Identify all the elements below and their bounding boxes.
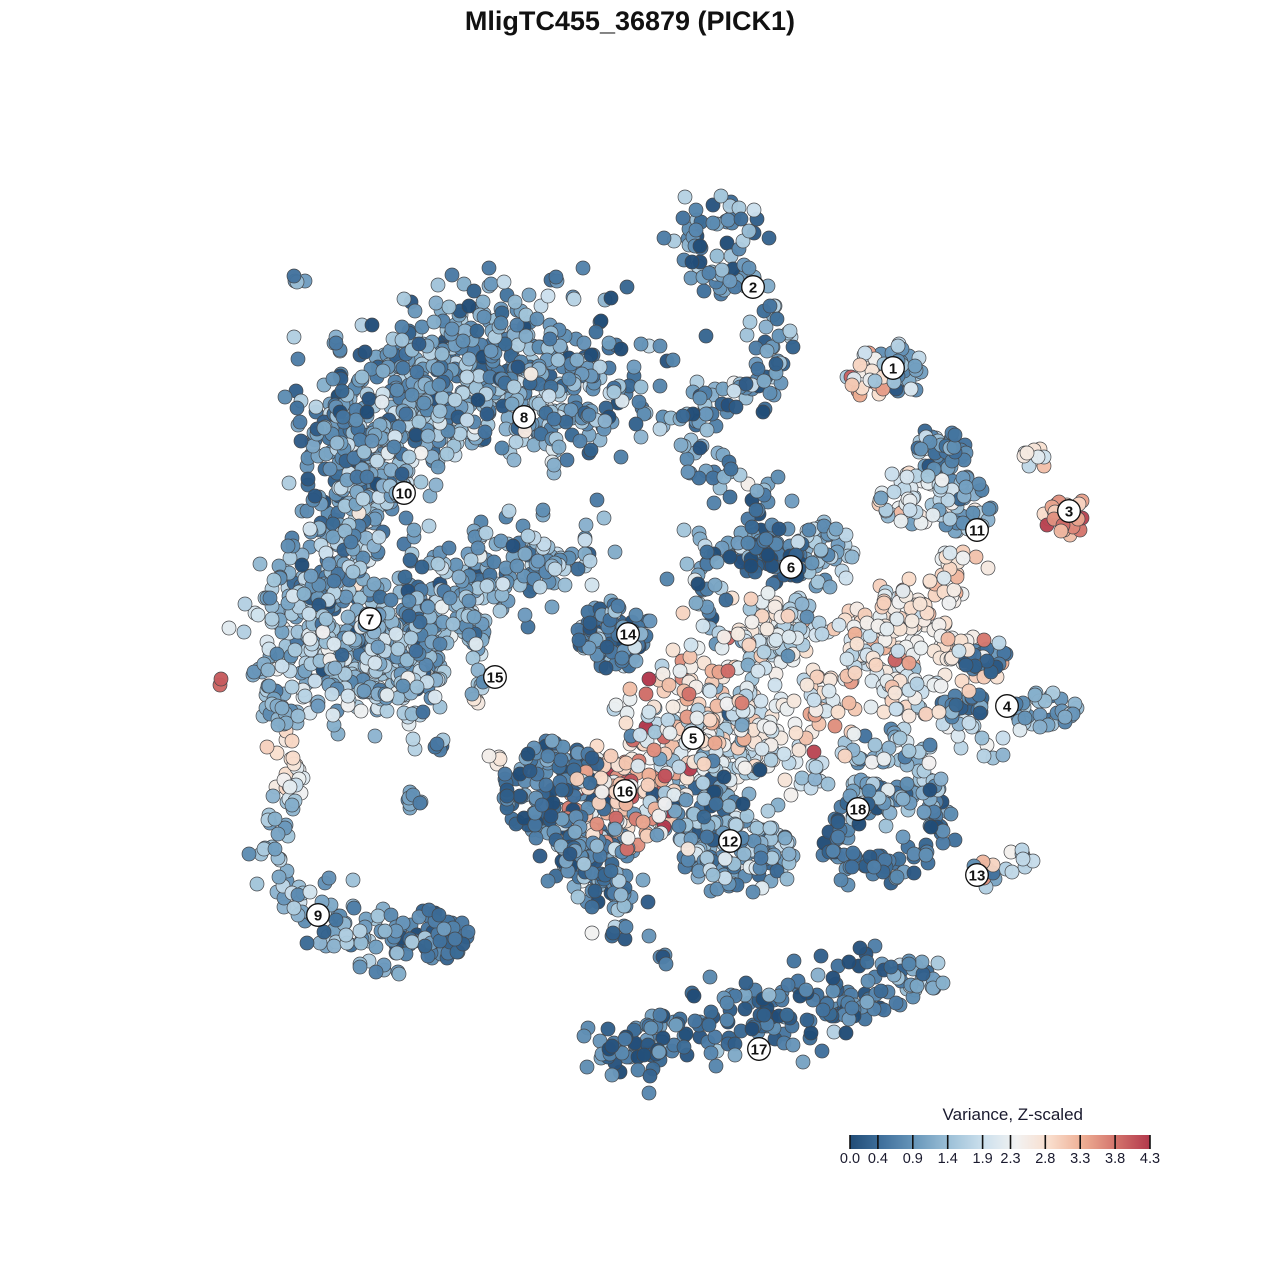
svg-text:17: 17 [751, 1042, 768, 1059]
svg-text:4: 4 [1003, 699, 1012, 716]
svg-text:2: 2 [749, 280, 757, 297]
svg-text:18: 18 [850, 802, 867, 819]
svg-text:11: 11 [969, 523, 985, 540]
svg-text:0.9: 0.9 [903, 1151, 923, 1167]
svg-text:3: 3 [1065, 504, 1073, 521]
svg-text:15: 15 [487, 670, 504, 687]
svg-text:Variance, Z-scaled: Variance, Z-scaled [943, 1105, 1083, 1124]
svg-text:2.3: 2.3 [1000, 1151, 1020, 1167]
svg-text:16: 16 [617, 784, 634, 801]
svg-text:5: 5 [689, 731, 697, 748]
svg-text:3.8: 3.8 [1105, 1151, 1125, 1167]
svg-text:0.4: 0.4 [868, 1151, 888, 1167]
svg-text:2.8: 2.8 [1035, 1151, 1055, 1167]
svg-text:1: 1 [889, 361, 897, 378]
svg-text:6: 6 [787, 560, 795, 577]
svg-text:1.4: 1.4 [938, 1151, 958, 1167]
svg-text:0.0: 0.0 [840, 1151, 860, 1167]
svg-text:12: 12 [722, 834, 739, 851]
svg-text:4.3: 4.3 [1140, 1151, 1160, 1167]
svg-text:14: 14 [620, 627, 637, 644]
svg-text:13: 13 [969, 868, 986, 885]
svg-text:10: 10 [396, 486, 413, 503]
svg-text:3.3: 3.3 [1070, 1151, 1090, 1167]
svg-text:7: 7 [366, 612, 374, 629]
svg-text:9: 9 [314, 908, 322, 925]
svg-text:8: 8 [520, 410, 528, 427]
svg-text:1.9: 1.9 [973, 1151, 993, 1167]
